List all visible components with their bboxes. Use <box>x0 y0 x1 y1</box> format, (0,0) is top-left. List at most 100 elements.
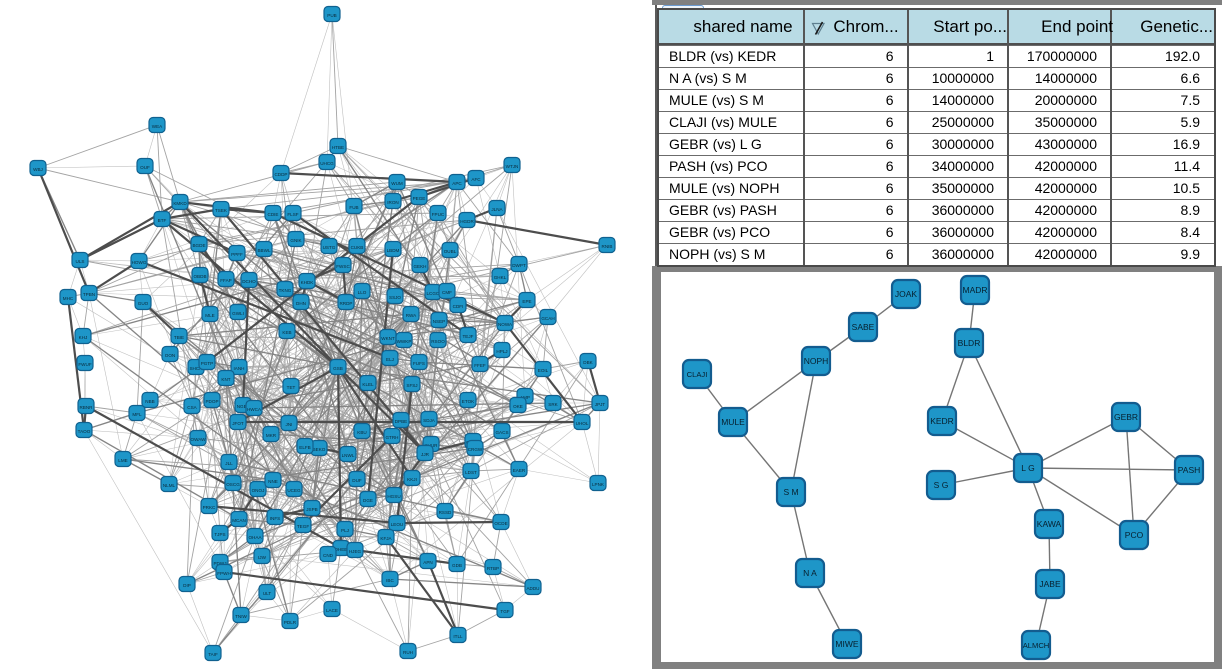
svg-text:FPWH: FPWH <box>217 571 231 576</box>
svg-text:TPBN: TPBN <box>83 292 95 297</box>
svg-text:FUFS: FUFS <box>413 361 425 366</box>
svg-text:KMKD: KMKD <box>173 201 187 206</box>
svg-text:OKE: OKE <box>513 404 523 409</box>
svg-text:EAER: EAER <box>513 468 526 473</box>
svg-text:DPBE: DPBE <box>395 419 408 424</box>
svg-text:FPUC: FPUC <box>432 212 445 217</box>
svg-text:NOWA: NOWA <box>498 322 513 327</box>
svg-text:RBNR: RBNR <box>79 405 93 410</box>
svg-text:JABE: JABE <box>1039 579 1061 589</box>
svg-text:NLML: NLML <box>163 483 176 488</box>
svg-text:SFSJ: SFSJ <box>406 383 417 388</box>
svg-text:DIP: DIP <box>183 583 191 588</box>
svg-text:NNE: NNE <box>268 479 278 484</box>
svg-text:MCAN: MCAN <box>232 518 246 523</box>
svg-text:KKJI: KKJI <box>407 477 417 482</box>
svg-text:LACE: LACE <box>326 608 338 613</box>
svg-text:KBU: KBU <box>357 430 366 435</box>
svg-text:TAOO: TAOO <box>78 429 91 434</box>
svg-text:TEGF: TEGF <box>297 524 309 529</box>
svg-text:CDFI: CDFI <box>453 304 464 309</box>
svg-text:EOIL: EOIL <box>538 368 549 373</box>
svg-text:S G: S G <box>934 480 949 490</box>
svg-text:TBIE: TBIE <box>174 335 184 340</box>
svg-text:MFL: MFL <box>132 412 142 417</box>
svg-text:HTBE: HTBE <box>332 145 344 150</box>
svg-text:TJPS: TJPS <box>214 532 225 537</box>
svg-text:WKNT: WKNT <box>381 336 395 341</box>
svg-text:OHAA: OHAA <box>248 535 262 540</box>
svg-text:SSJO: SSJO <box>389 295 401 300</box>
svg-text:NGEL: NGEL <box>237 404 250 409</box>
svg-text:WWKP: WWKP <box>397 339 412 344</box>
svg-text:EPE: EPE <box>522 299 531 304</box>
svg-text:KHJ: KHJ <box>79 335 88 340</box>
svg-text:LEOU: LEOU <box>391 522 404 527</box>
svg-text:JLL: JLL <box>225 461 233 466</box>
svg-text:UHCG: UHCG <box>320 161 334 166</box>
svg-text:IBC: IBC <box>386 578 394 583</box>
svg-text:OON: OON <box>165 353 175 358</box>
svg-text:OCDE: OCDE <box>494 521 507 526</box>
svg-text:CUKB: CUKB <box>351 245 364 250</box>
svg-text:NOPH: NOPH <box>804 356 829 366</box>
svg-text:GDB: GDB <box>452 563 462 568</box>
svg-text:DHN: DHN <box>296 301 306 306</box>
svg-text:BLDR: BLDR <box>958 338 981 348</box>
svg-text:LPNK: LPNK <box>592 482 605 487</box>
svg-text:MADR: MADR <box>962 285 987 295</box>
svg-text:ALMCH: ALMCH <box>1023 641 1050 650</box>
svg-text:ETOK: ETOK <box>462 399 475 404</box>
svg-text:PLJ: PLJ <box>341 528 349 533</box>
svg-text:L G: L G <box>1021 463 1034 473</box>
svg-text:JSPB: JSPB <box>306 507 318 512</box>
svg-text:KNT: KNT <box>221 377 230 382</box>
svg-text:PASH: PASH <box>1178 465 1201 475</box>
svg-text:NSEP: NSEP <box>433 319 446 324</box>
svg-text:RTBP: RTBP <box>487 566 499 571</box>
svg-text:DHEE: DHEE <box>335 547 348 552</box>
svg-text:MLE: MLE <box>205 313 214 318</box>
svg-text:LDST: LDST <box>465 470 477 475</box>
svg-text:DGE: DGE <box>363 498 373 503</box>
svg-text:LNWL: LNWL <box>342 453 355 458</box>
svg-text:USTG: USTG <box>323 245 336 250</box>
svg-text:IANH: IANH <box>234 366 245 371</box>
svg-text:S M: S M <box>783 487 798 497</box>
svg-text:WBJ: WBJ <box>33 167 43 172</box>
svg-text:JNI: JNI <box>286 422 293 427</box>
svg-text:KEB: KEB <box>282 330 291 335</box>
svg-text:ELJ: ELJ <box>386 357 394 362</box>
svg-text:WEA: WEA <box>152 124 163 129</box>
svg-text:TEJF: TEJF <box>463 334 474 339</box>
svg-text:RSSD: RSSD <box>439 510 452 515</box>
svg-text:LBDM: LBDM <box>387 248 400 253</box>
svg-text:OUF: OUF <box>140 165 150 170</box>
svg-text:CMF: CMF <box>442 290 452 295</box>
svg-text:UHOL: UHOL <box>576 421 589 426</box>
svg-text:OWAW: OWAW <box>191 437 207 442</box>
svg-text:ONOJ: ONOJ <box>252 488 265 493</box>
svg-text:N A: N A <box>803 568 817 578</box>
svg-text:NBB: NBB <box>145 399 154 404</box>
svg-text:APN: APN <box>423 560 432 565</box>
svg-text:AMP: AMP <box>520 395 530 400</box>
svg-text:MHC: MHC <box>63 296 74 301</box>
svg-text:CDIE: CDIE <box>268 212 279 217</box>
svg-text:FLSF: FLSF <box>287 212 298 217</box>
svg-text:OUBL: OUBL <box>444 249 457 254</box>
svg-text:BGDE: BGDE <box>192 243 205 248</box>
svg-text:RSOO: RSOO <box>431 339 445 344</box>
svg-text:CND: CND <box>323 553 334 558</box>
svg-text:CLAJI: CLAJI <box>687 370 708 379</box>
svg-text:BEKO: BEKO <box>313 447 326 452</box>
svg-text:PDOP: PDOP <box>205 399 218 404</box>
svg-text:SDJA: SDJA <box>423 418 436 423</box>
svg-text:OBDB: OBDB <box>193 274 206 279</box>
svg-text:HJEG: HJEG <box>349 549 362 554</box>
svg-text:TET: TET <box>287 385 296 390</box>
svg-text:ADDU: ADDU <box>526 586 539 591</box>
svg-text:JJR: JJR <box>421 452 430 457</box>
svg-text:ULT: ULT <box>263 591 272 596</box>
svg-text:PUB: PUB <box>327 13 336 18</box>
